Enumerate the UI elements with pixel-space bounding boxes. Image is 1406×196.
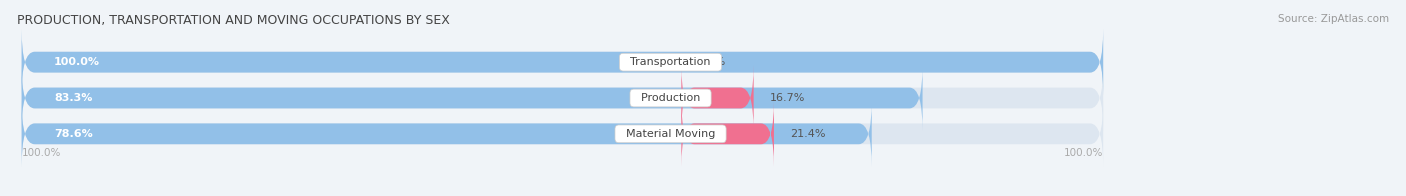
Text: Source: ZipAtlas.com: Source: ZipAtlas.com	[1278, 14, 1389, 24]
Text: Material Moving: Material Moving	[619, 129, 723, 139]
Text: Transportation: Transportation	[623, 57, 718, 67]
Text: Production: Production	[634, 93, 707, 103]
Text: 100.0%: 100.0%	[1064, 148, 1104, 158]
Text: 16.7%: 16.7%	[770, 93, 806, 103]
FancyBboxPatch shape	[21, 30, 1104, 95]
FancyBboxPatch shape	[21, 65, 1104, 131]
Text: 100.0%: 100.0%	[53, 57, 100, 67]
FancyBboxPatch shape	[21, 65, 922, 131]
Text: 21.4%: 21.4%	[790, 129, 825, 139]
Text: 100.0%: 100.0%	[21, 148, 60, 158]
Text: 78.6%: 78.6%	[53, 129, 93, 139]
FancyBboxPatch shape	[682, 101, 773, 166]
FancyBboxPatch shape	[21, 101, 872, 166]
Text: PRODUCTION, TRANSPORTATION AND MOVING OCCUPATIONS BY SEX: PRODUCTION, TRANSPORTATION AND MOVING OC…	[17, 14, 450, 27]
FancyBboxPatch shape	[682, 65, 754, 131]
FancyBboxPatch shape	[21, 101, 1104, 166]
FancyBboxPatch shape	[21, 30, 1104, 95]
Text: 0.0%: 0.0%	[697, 57, 725, 67]
Text: 83.3%: 83.3%	[53, 93, 93, 103]
